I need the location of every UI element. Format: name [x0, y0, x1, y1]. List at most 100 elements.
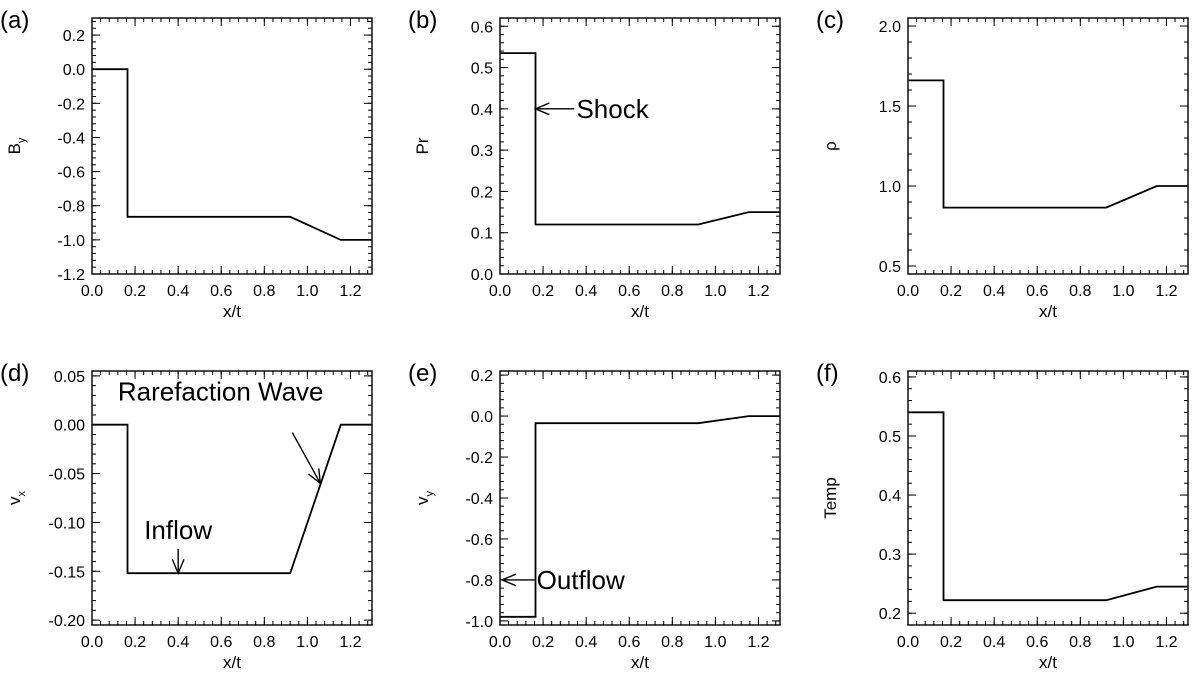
panel-d: 0.0 0.2 0.4 0.6 0.8 1.0 1.2 -0.20 -0.15 -0.10 -0.0…	[0, 360, 373, 672]
y-tick-label: -0.10	[49, 515, 86, 532]
y-tick-label: 0.5	[879, 429, 901, 446]
x-tick-label: 0.2	[532, 634, 554, 651]
y-axis-label-main: v	[413, 496, 432, 505]
y-tick-label: -0.15	[49, 564, 86, 581]
x-axis-label: x/t	[223, 653, 241, 672]
y-tick-label: 0.0	[471, 267, 493, 284]
x-tick-label: 0.2	[940, 283, 962, 300]
y-tick-label: 2.0	[879, 19, 901, 36]
panel-a: 0.0 0.2 0.4 0.6 0.8 1.0 1.2 -1.2 -1.0 -0.8 -0.6 -0.…	[0, 7, 373, 321]
y-tick-label: 0.00	[54, 418, 85, 435]
y-tick-label: 0.4	[879, 488, 901, 505]
x-axis-label: x/t	[1039, 653, 1057, 672]
y-tick-label: 0.2	[471, 184, 493, 201]
x-tick-label: 1.2	[747, 283, 769, 300]
x-tick-label: 0.0	[489, 634, 511, 651]
x-tick-label: 0.2	[124, 283, 146, 300]
x-tick-label: 1.2	[339, 283, 361, 300]
panel-label: (d)	[0, 360, 29, 387]
panel-e: 0.0 0.2 0.4 0.6 0.8 1.0 1.2 -1.0 -0.8 -0.6 -0.4 -0.…	[408, 360, 781, 672]
y-axis-label-subscript: y	[424, 491, 436, 497]
x-tick-label: 0.4	[983, 634, 1005, 651]
series-line-Pr	[500, 52, 780, 226]
annotation-arrow	[291, 432, 321, 484]
y-axis-label-main: v	[5, 496, 24, 505]
y-axis-label: vx	[5, 491, 28, 506]
series-line-Temp	[908, 411, 1188, 602]
plot-frame	[907, 370, 1189, 626]
annotation-label: Shock	[576, 94, 649, 124]
y-tick-label: -0.6	[465, 532, 493, 549]
x-axis-label: x/t	[631, 302, 649, 321]
y-tick-label: 0.3	[471, 143, 493, 160]
y-axis-label-main: Pr	[413, 137, 432, 154]
x-tick-label: 1.0	[1112, 283, 1134, 300]
y-tick-label: 0.3	[879, 547, 901, 564]
y-tick-label: -0.8	[57, 199, 85, 216]
y-axis-label: ρ	[821, 141, 840, 151]
y-tick-label: 0.5	[879, 259, 901, 276]
y-tick-label: 0.2	[63, 28, 85, 45]
annotation-label: Outflow	[537, 565, 625, 595]
annotation-arrowhead	[500, 573, 517, 587]
series-line-rho	[908, 79, 1188, 209]
x-tick-label: 0.8	[661, 634, 683, 651]
x-tick-label: 0.6	[210, 283, 232, 300]
x-tick-label: 0.2	[940, 634, 962, 651]
x-tick-label: 0.0	[897, 634, 919, 651]
x-tick-label: 0.8	[253, 634, 275, 651]
x-tick-label: 0.4	[983, 283, 1005, 300]
plot-frame	[907, 17, 1189, 275]
x-axis-label: x/t	[1039, 302, 1057, 321]
y-tick-label: 0.6	[879, 370, 901, 387]
x-tick-label: 0.8	[661, 283, 683, 300]
panel-b: 0.0 0.2 0.4 0.6 0.8 1.0 1.2 0.0 0.1 0.2 0.3 0.4 0.5 0…	[408, 7, 781, 321]
panel-c: 0.0 0.2 0.4 0.6 0.8 1.0 1.2 0.5 1.0 1.5 2.0 (c) x/t ρ	[816, 7, 1189, 321]
y-tick-label: -0.05	[49, 467, 86, 484]
annotation-arrowhead	[533, 102, 550, 116]
x-tick-label: 0.8	[1069, 634, 1091, 651]
y-tick-label: -0.6	[57, 165, 85, 182]
x-tick-label: 0.0	[81, 283, 103, 300]
x-tick-label: 0.2	[124, 634, 146, 651]
y-axis-label: Pr	[413, 137, 432, 154]
panel-label: (f)	[816, 360, 839, 387]
y-tick-label: -1.0	[465, 614, 493, 631]
x-tick-label: 1.2	[339, 634, 361, 651]
y-axis-label: By	[5, 137, 28, 154]
y-tick-label: -0.4	[57, 130, 85, 147]
y-tick-label: -0.2	[57, 96, 85, 113]
x-tick-label: 0.2	[532, 283, 554, 300]
y-tick-label: 1.0	[879, 179, 901, 196]
y-tick-label: 0.5	[471, 61, 493, 78]
y-tick-label: 0.6	[471, 19, 493, 36]
x-tick-label: 1.0	[296, 634, 318, 651]
x-tick-label: 0.6	[1026, 634, 1048, 651]
x-tick-label: 0.4	[575, 634, 597, 651]
y-axis-label-subscript: y	[16, 137, 28, 143]
x-tick-label: 1.0	[1112, 634, 1134, 651]
series-line-By	[92, 68, 372, 241]
annotation-arrowhead	[308, 468, 322, 485]
x-tick-label: 0.4	[575, 283, 597, 300]
series-line-vx	[92, 423, 372, 575]
y-tick-label: 0.4	[471, 102, 493, 119]
x-tick-label: 0.4	[167, 634, 189, 651]
x-axis-label: x/t	[631, 653, 649, 672]
x-tick-label: 0.6	[210, 634, 232, 651]
x-tick-label: 1.2	[747, 634, 769, 651]
plot-frame	[499, 17, 781, 275]
y-tick-label: 0.05	[54, 369, 85, 386]
annotation-label: Inflow	[144, 515, 212, 545]
plot-frame	[91, 17, 373, 275]
y-axis-label-main: B	[5, 143, 24, 154]
annotation-arrowhead	[171, 559, 185, 576]
y-tick-label: -0.8	[465, 573, 493, 590]
y-axis-label: vy	[413, 491, 436, 506]
y-tick-label: -0.2	[465, 450, 493, 467]
panel-label: (e)	[408, 360, 437, 387]
x-tick-label: 0.8	[253, 283, 275, 300]
y-tick-label: 0.0	[63, 62, 85, 79]
x-tick-label: 0.6	[618, 283, 640, 300]
